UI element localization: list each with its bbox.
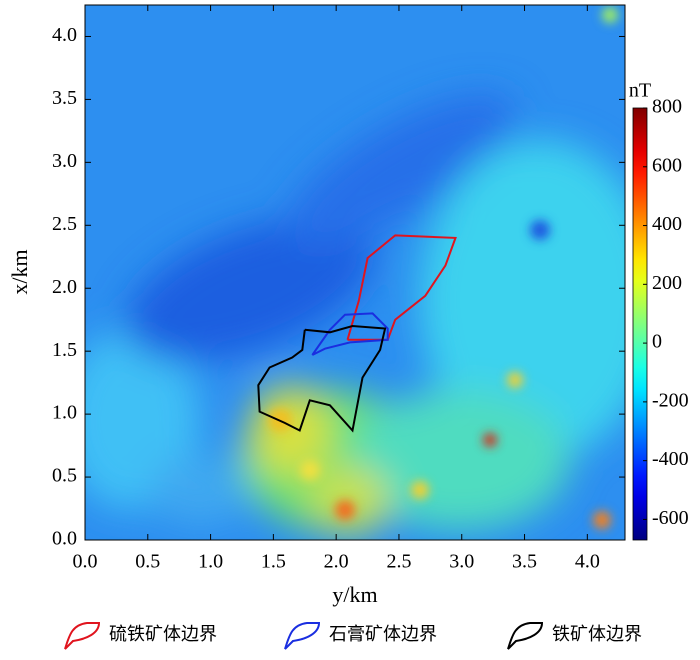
colorbar-tick-label: 0: [652, 331, 662, 353]
x-tick-label: 0.5: [135, 551, 160, 573]
x-tick-label: 2.0: [324, 551, 349, 573]
y-tick-label: 3.5: [52, 87, 77, 109]
colorbar-tick-label: 400: [652, 213, 682, 235]
colorbar-tick-label: 600: [652, 154, 682, 176]
x-tick-label: 0.0: [73, 551, 98, 573]
x-tick-label: 4.0: [575, 551, 600, 573]
y-tick-label: 1.0: [52, 402, 77, 424]
x-tick-label: 1.5: [261, 551, 286, 573]
colorbar-tick-label: -600: [652, 507, 689, 529]
plot-frame: [84, 4, 626, 541]
colorbar-tick-label: 200: [652, 272, 682, 294]
anomaly-field: [85, 5, 625, 540]
y-axis-label: x/km: [7, 249, 32, 294]
x-tick-label: 1.0: [198, 551, 223, 573]
legend-swatch: [507, 622, 544, 650]
ore-boundary: [311, 312, 389, 356]
y-tick-label: 0.0: [52, 528, 77, 550]
ore-boundary: [346, 234, 457, 341]
x-tick-label: 3.0: [449, 551, 474, 573]
colorbar-tick-label: -200: [652, 389, 689, 411]
ore-boundary: [257, 324, 387, 433]
legend-label: 石膏矿体边界: [329, 623, 437, 645]
colorbar-tick-label: 800: [652, 96, 682, 118]
x-axis-label: y/km: [332, 582, 377, 607]
y-tick-label: 2.0: [52, 276, 77, 298]
y-tick-label: 3.0: [52, 150, 77, 172]
legend-swatch: [64, 622, 101, 650]
legend-label: 铁矿体边界: [552, 624, 642, 645]
colorbar: [632, 107, 648, 541]
colorbar-label: nT: [629, 80, 651, 102]
legend-swatch: [284, 622, 321, 650]
legend-label: 硫铁矿体边界: [109, 624, 217, 645]
y-tick-label: 4.0: [52, 24, 77, 46]
y-tick-label: 1.5: [52, 339, 77, 361]
y-tick-label: 2.5: [52, 213, 77, 235]
x-tick-label: 3.5: [512, 551, 537, 573]
x-tick-label: 2.5: [386, 551, 411, 573]
y-tick-label: 0.5: [52, 465, 77, 487]
colorbar-tick-label: -400: [652, 448, 689, 470]
